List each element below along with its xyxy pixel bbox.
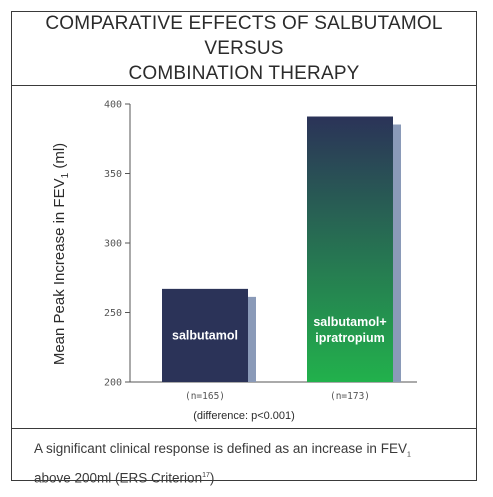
title-line-1: COMPARATIVE EFFECTS OF SALBUTAMOL VERSUS: [45, 13, 443, 59]
bar-label-2-line-2: ipratropium: [315, 331, 384, 345]
footer-line-1-sub: 1: [406, 451, 411, 459]
footer-line-1: A significant clinical response is defin…: [34, 439, 476, 466]
chart-area: 200 250 300 350 400 Mean Peak Increase in FEV…: [12, 86, 476, 429]
difference-annotation: (difference: p<0.001): [193, 410, 295, 422]
bar-chart: 200 250 300 350 400 Mean Peak Increase in FEV…: [51, 100, 417, 422]
footer-line-2-sup: 17: [202, 471, 210, 479]
n-label-1: (n=165): [185, 391, 225, 402]
bar-1: [162, 288, 248, 382]
bar-label-2-line-1: salbutamol+: [313, 315, 386, 329]
figure-frame: COMPARATIVE EFFECTS OF SALBUTAMOL VERSUS…: [11, 11, 477, 485]
bar-shadow-1: [248, 296, 256, 382]
footer-line-2-end: ): [209, 470, 215, 486]
footer-line-2: above 200ml (ERS Criterion17): [34, 466, 476, 489]
bar-2: [307, 116, 393, 382]
bar-label-1-line-1: salbutamol: [172, 328, 238, 342]
chart-title: COMPARATIVE EFFECTS OF SALBUTAMOL VERSUS…: [12, 12, 476, 86]
footer-line-1-text: A significant clinical response is defin…: [34, 441, 407, 456]
y-tick-label-250: 250: [104, 308, 122, 319]
n-label-2: (n=173): [330, 391, 370, 402]
y-tick-label-300: 300: [104, 239, 122, 250]
title-line-2: COMBINATION THERAPY: [128, 63, 360, 84]
bar-shadow-2: [393, 124, 401, 382]
footer-line-2-text: above 200ml (ERS Criterion: [34, 470, 203, 486]
y-tick-label-400: 400: [104, 100, 122, 111]
footer-note: A significant clinical response is defin…: [12, 429, 476, 485]
y-tick-label-350: 350: [104, 169, 122, 180]
y-axis-label: Mean Peak Increase in FEV1 (ml): [51, 143, 71, 365]
y-tick-label-200: 200: [104, 378, 122, 389]
